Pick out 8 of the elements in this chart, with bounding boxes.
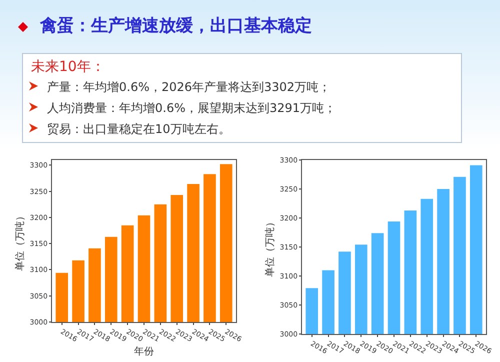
y-axis-title: 单位（万吨） (264, 217, 276, 277)
text: 贸易：出口量稳定在10万吨左右。 (47, 122, 230, 136)
y-axis-title: 单位（万吨） (14, 211, 26, 271)
text: 禽蛋：生产增速放缓，出口基本稳定 (40, 15, 312, 37)
text: 人均消费量：年均增0.6%，展望期末达到3291万吨； (47, 101, 336, 115)
text: 未来10年： (31, 59, 105, 75)
text: 产量：年均增0.6%，2026年产量将达到3302万吨； (47, 80, 331, 94)
x-axis-title: 年份 (134, 345, 154, 358)
